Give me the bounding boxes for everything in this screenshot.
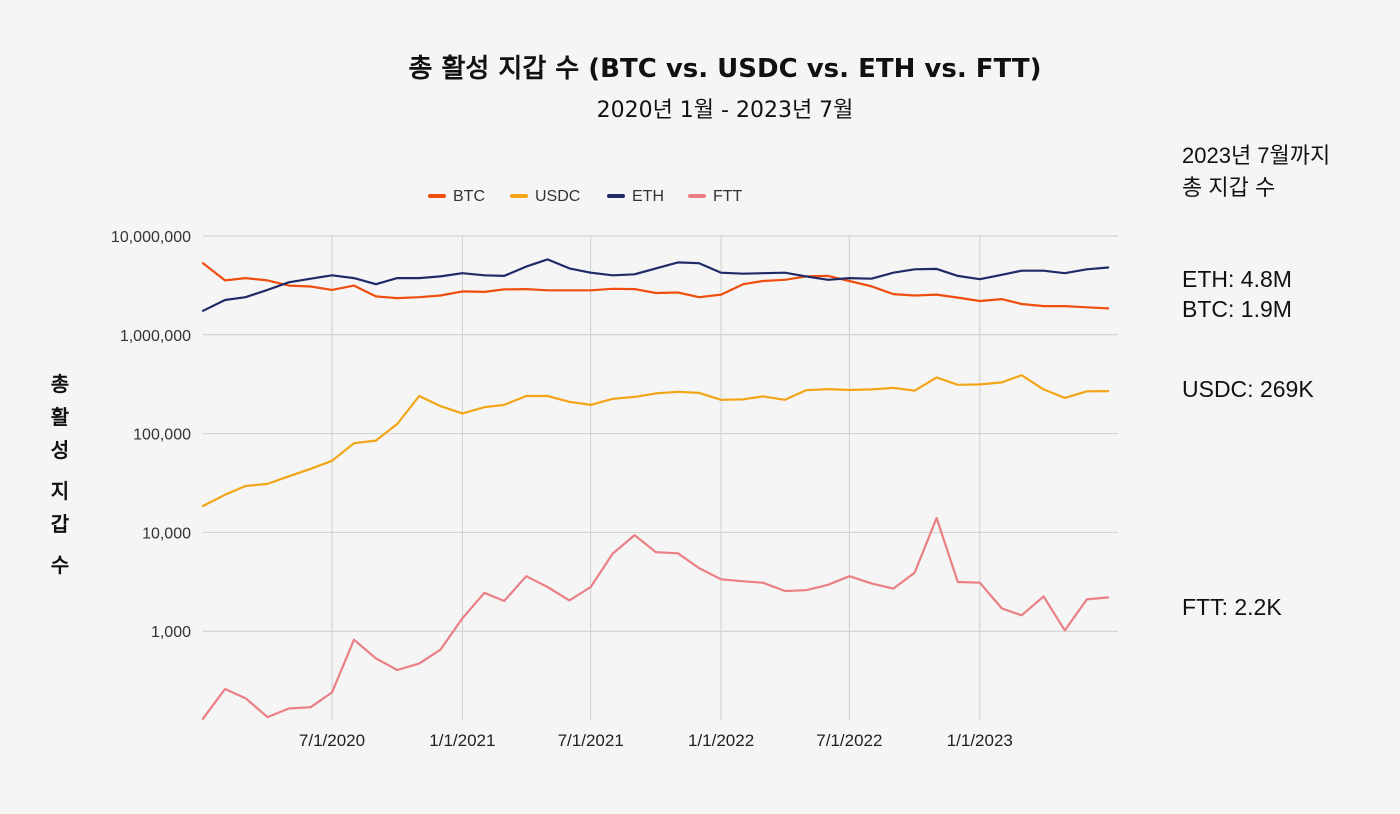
series-line-ftt <box>201 516 1110 720</box>
x-tick-label: 7/1/2022 <box>816 731 882 750</box>
y-tick-label: 1,000,000 <box>120 328 191 345</box>
y-axis-label-char: 지 <box>50 479 70 503</box>
y-axis-label: 총 활 성 지 갑 수 <box>42 368 78 582</box>
x-tick-label: 1/1/2023 <box>947 731 1013 750</box>
x-tick-label: 1/1/2022 <box>688 731 754 750</box>
series-line-usdc <box>201 374 1110 508</box>
series-line-eth <box>201 258 1110 312</box>
y-tick-label: 10,000 <box>142 525 191 542</box>
y-tick-label: 10,000,000 <box>111 229 191 246</box>
x-tick-label: 1/1/2021 <box>429 731 495 750</box>
side-panel-heading: 2023년 7월까지 총 지갑 수 <box>1182 140 1330 204</box>
chart-subtitle: 2020년 1월 - 2023년 7월 <box>596 98 854 123</box>
side-panel-eth-total: ETH: 4.8M <box>1182 266 1292 292</box>
legend-label-btc: BTC <box>453 188 485 205</box>
side-panel-heading-line2: 총 지갑 수 <box>1182 175 1276 200</box>
chart-title: 총 활성 지갑 수 (BTC vs. USDC vs. ETH vs. FTT) <box>408 54 1042 84</box>
legend-label-eth: ETH <box>632 188 664 205</box>
y-axis-label-char: 활 <box>50 405 70 429</box>
side-panel-ftt-total: FTT: 2.2K <box>1182 594 1282 620</box>
y-axis-label-char: 수 <box>50 553 70 577</box>
side-panel-heading-line1: 2023년 7월까지 <box>1182 143 1331 168</box>
y-tick-label: 100,000 <box>133 427 191 444</box>
x-tick-label: 7/1/2020 <box>299 731 365 750</box>
y-axis-label-char: 총 <box>50 372 70 396</box>
y-axis-label-char: 성 <box>50 438 70 462</box>
legend-label-usdc: USDC <box>535 188 580 205</box>
y-tick-label: 1,000 <box>151 624 191 641</box>
x-tick-label: 7/1/2021 <box>558 731 624 750</box>
side-panel-btc-total: BTC: 1.9M <box>1182 296 1292 322</box>
series-line-btc <box>201 262 1110 310</box>
y-axis-label-char: 갑 <box>50 512 70 536</box>
legend-label-ftt: FTT <box>713 188 743 205</box>
side-panel-usdc-total: USDC: 269K <box>1182 376 1314 402</box>
